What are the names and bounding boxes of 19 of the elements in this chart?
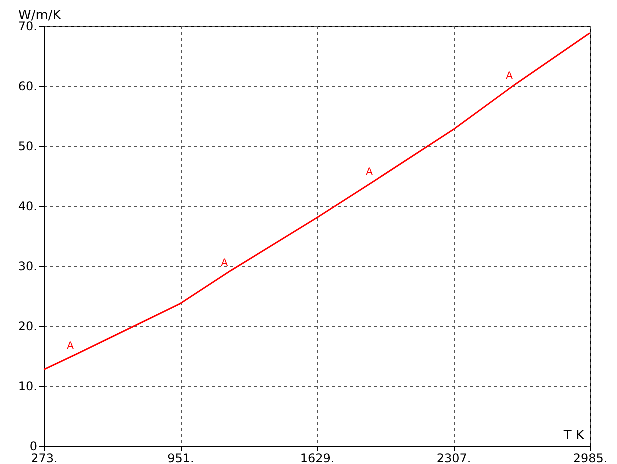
annotation: A [366,167,374,178]
x-tick-label: 2985. [573,452,608,464]
line-series [43,32,591,371]
x-tick-label: 273. [31,452,58,464]
y-tick-label: 60. [18,80,38,94]
y-tick-label: 30. [18,260,38,274]
x-tick-label: 1629. [300,452,335,464]
x-tick-label: 951. [168,452,194,464]
x-tick-label: 2307. [436,452,472,464]
y-tick-label: 50. [18,140,38,154]
annotation: A [506,71,514,82]
y-tick-label: 70. [18,20,38,34]
y-tick-label: 20. [18,320,38,334]
y-tick-label: 10. [18,380,38,394]
annotation: A [67,341,74,352]
y-tick-label: 0 [30,440,38,454]
y-tick-label: 40. [18,200,38,214]
annotation: A [221,258,228,269]
x-axis-title: T K [562,428,585,444]
